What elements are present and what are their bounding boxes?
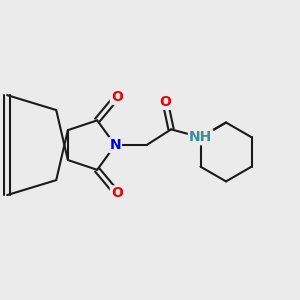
- Text: O: O: [111, 186, 123, 200]
- Text: O: O: [159, 95, 171, 109]
- Text: N: N: [109, 138, 121, 152]
- Text: NH: NH: [189, 130, 212, 144]
- Text: O: O: [111, 90, 123, 104]
